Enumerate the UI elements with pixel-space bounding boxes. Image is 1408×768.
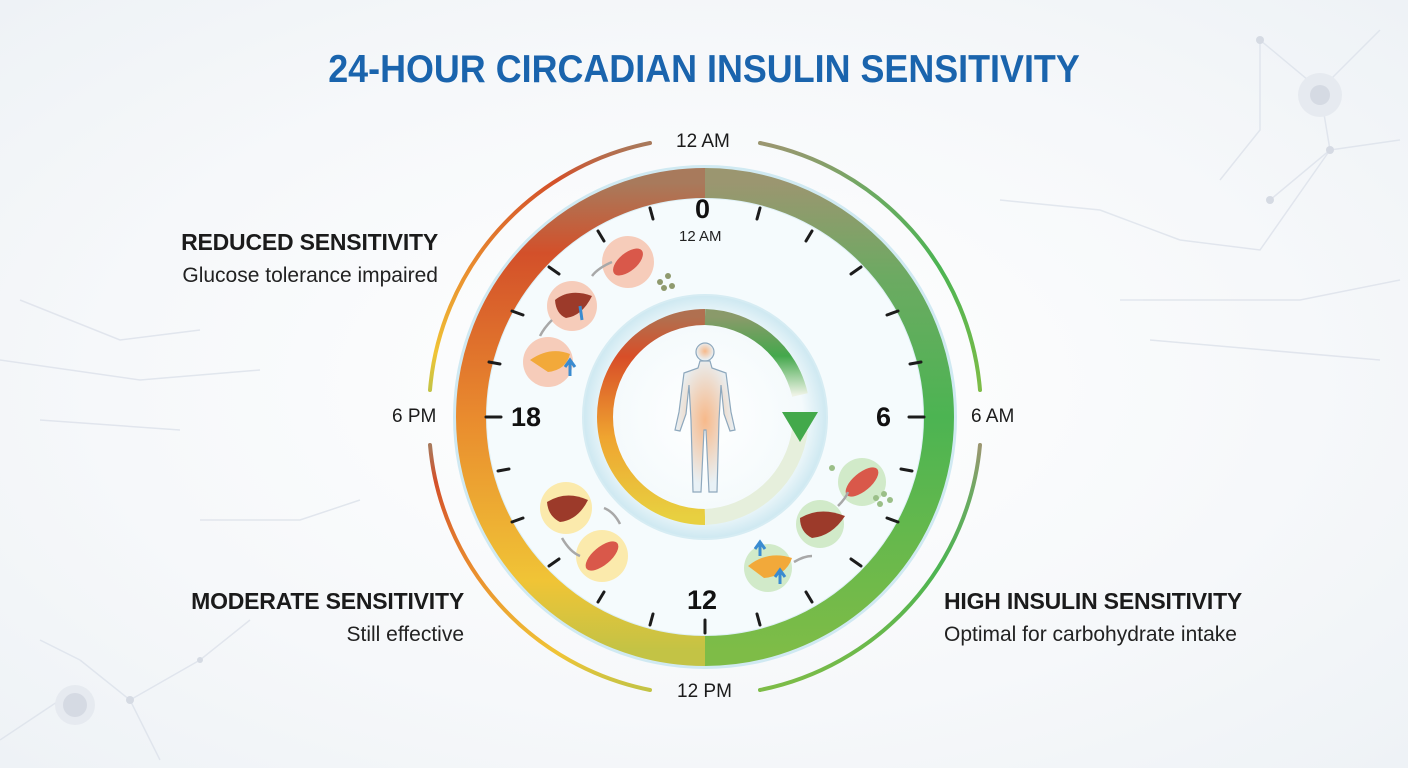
outer-arc-moderate	[428, 443, 652, 692]
pancreas-icon	[530, 351, 570, 372]
time-label-12pm: 12 PM	[677, 681, 732, 702]
zone-high: HIGH INSULIN SENSITIVITY Optimal for car…	[944, 588, 1242, 647]
liver-icon	[800, 511, 845, 538]
zone-moderate: MODERATE SENSITIVITY Still effective	[191, 588, 464, 647]
zone-reduced-heading: REDUCED SENSITIVITY	[181, 229, 438, 255]
human-body-icon	[674, 342, 736, 493]
high-organ-group	[744, 458, 893, 592]
moderate-organ-group	[540, 482, 628, 582]
zone-moderate-description: Still effective	[346, 623, 465, 646]
reduced-organ-group	[523, 236, 675, 387]
sensitivity-ring-right	[704, 168, 954, 666]
time-label-6am: 6 AM	[971, 406, 1015, 427]
zone-moderate-heading: MODERATE SENSITIVITY	[191, 588, 464, 614]
liver-icon	[555, 292, 592, 318]
dial-number-0: 0	[695, 194, 711, 224]
dial-number-18: 18	[511, 402, 542, 432]
page-title: 24-HOUR CIRCADIAN INSULIN SENSITIVITY	[328, 48, 1080, 91]
zone-reduced: REDUCED SENSITIVITY Glucose tolerance im…	[181, 229, 438, 288]
zone-reduced-description: Glucose tolerance impaired	[182, 264, 438, 287]
zone-high-heading: HIGH INSULIN SENSITIVITY	[944, 588, 1243, 614]
outer-arc-reduced	[428, 141, 652, 392]
clock-ticks	[484, 206, 926, 635]
muscle-icon	[845, 467, 879, 497]
liver-icon	[547, 495, 588, 522]
muscle-icon	[585, 541, 619, 571]
zone-high-description: Optimal for carbohydrate intake	[944, 623, 1237, 646]
time-label-12am: 12 AM	[676, 131, 730, 152]
outer-arc-high	[758, 141, 982, 392]
muscle-icon	[613, 248, 643, 276]
dial-number-6: 6	[876, 402, 892, 432]
cycle-arrow-head	[782, 412, 818, 442]
dial-number-0-sublabel: 12 AM	[679, 228, 722, 245]
sensitivity-ring-left	[456, 168, 706, 666]
dial-number-12: 12	[687, 585, 718, 615]
time-label-6pm: 6 PM	[392, 406, 437, 427]
